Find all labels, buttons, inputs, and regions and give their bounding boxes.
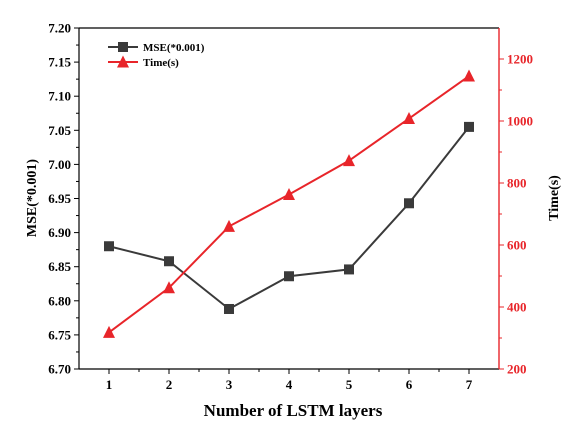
- data-point-time: [463, 69, 475, 82]
- right-y-tick-label: 1000: [507, 114, 533, 129]
- data-point-time: [223, 219, 235, 232]
- left-y-tick-label: 7.15: [48, 55, 71, 70]
- right-y-tick-label: 800: [507, 176, 527, 191]
- series-line-mse: [108, 126, 470, 311]
- left-y-tick-label: 7.20: [48, 21, 71, 36]
- data-point-mse: [104, 241, 114, 252]
- x-axis-label: Number of LSTM layers: [204, 401, 383, 420]
- data-point-time: [343, 154, 355, 167]
- left-y-tick-label: 6.75: [48, 327, 71, 342]
- legend-marker-time: [117, 55, 129, 68]
- data-point-mse: [464, 121, 474, 132]
- data-point-time: [103, 325, 115, 338]
- x-tick-label: 4: [286, 377, 293, 392]
- legend-label-time: Time(s): [143, 57, 179, 69]
- left-y-tick-label: 6.95: [48, 191, 71, 206]
- data-point-time: [403, 112, 415, 125]
- right-y-tick-label: 600: [507, 238, 527, 253]
- left-y-axis-label: MSE(*0.001): [25, 159, 40, 238]
- x-tick-label: 3: [226, 377, 233, 392]
- left-y-tick-label: 7.05: [48, 123, 71, 138]
- left-y-tick-label: 6.70: [48, 362, 71, 377]
- legend-marker-mse: [118, 42, 128, 52]
- legend-label-mse: MSE(*0.001): [143, 42, 205, 54]
- right-y-tick-label: 400: [507, 300, 527, 315]
- left-y-tick-label: 7.00: [48, 157, 71, 172]
- series-line-time: [108, 75, 470, 334]
- data-point-mse: [224, 303, 234, 314]
- data-point-mse: [344, 264, 354, 275]
- left-y-tick-label: 6.90: [48, 225, 71, 240]
- x-tick-label: 6: [406, 377, 413, 392]
- right-y-tick-label: 1200: [507, 52, 533, 67]
- data-point-mse: [284, 271, 294, 282]
- x-tick-label: 1: [106, 377, 113, 392]
- x-tick-label: 2: [166, 377, 173, 392]
- data-point-mse: [164, 256, 174, 267]
- right-y-axis-label: Time(s): [547, 175, 562, 221]
- right-y-tick-label: 200: [507, 362, 527, 377]
- left-y-tick-label: 7.10: [48, 89, 71, 104]
- data-point-time: [283, 187, 295, 200]
- left-y-tick-label: 6.85: [48, 259, 71, 274]
- x-tick-label: 7: [466, 377, 473, 392]
- data-point-mse: [404, 198, 414, 209]
- left-y-tick-label: 6.80: [48, 293, 71, 308]
- data-point-time: [163, 281, 175, 294]
- x-tick-label: 5: [346, 377, 353, 392]
